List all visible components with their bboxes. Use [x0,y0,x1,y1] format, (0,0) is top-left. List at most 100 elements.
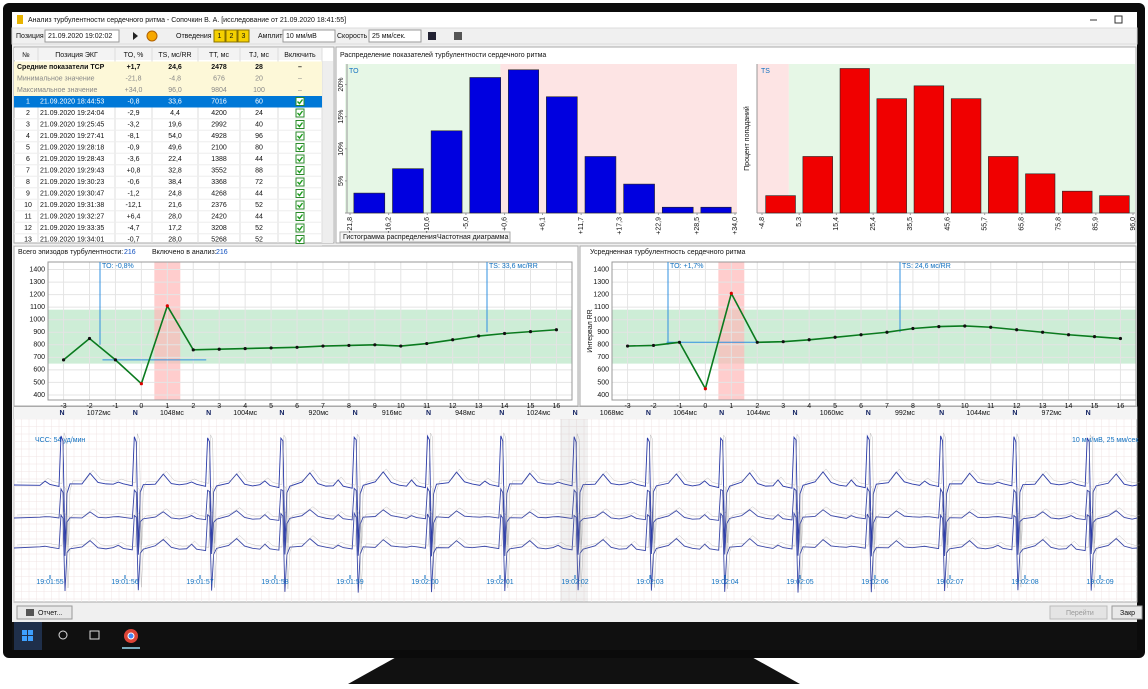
data-point [477,334,481,338]
speed-select[interactable] [368,29,422,43]
tab[interactable]: Гистограмма распределения [343,234,437,241]
data-point [321,344,325,348]
tab-strip [339,231,511,243]
table-cell: 2 [26,110,30,117]
y-tick-label: 900 [597,329,609,336]
search-icon[interactable] [58,630,68,640]
total-value: 216 [124,249,136,256]
check-mark [297,191,304,197]
data-point [243,346,247,351]
x-tick-label: 5 [833,403,837,410]
time-label: 19:01:59 [336,579,363,586]
lead-button[interactable] [213,29,226,43]
tools-button[interactable] [454,32,462,40]
check-mark [297,133,304,140]
time-label: 19:01:57 [186,579,213,586]
include-checkbox[interactable] [295,108,305,118]
include-checkbox[interactable] [295,154,305,164]
average-title: Усредненная турбулентность сердечного ри… [590,248,746,256]
goto-button[interactable] [146,30,158,42]
y-tick-label: 1000 [29,317,45,324]
to-annotation: TO: -0,8% [102,263,134,270]
taskbar [12,622,1137,650]
average-line [627,291,1121,391]
lead-button[interactable] [237,29,250,43]
x-tick-label: 11 [987,403,994,410]
rr-interval: 1068мс [600,410,624,417]
data-point [677,340,682,344]
beat-label: N [646,410,651,417]
include-checkbox[interactable] [295,166,305,175]
time-label: 19:02:01 [486,579,513,586]
histogram-bar [469,77,501,214]
ecg-trace [13,486,1138,557]
table-cell: -0,7 [127,236,139,243]
include-checkbox[interactable] [295,143,305,152]
table-cell: 2420 [211,213,227,220]
histogram-bar [508,69,540,214]
table-cell: 8 [26,179,30,186]
summary-cell: +34,0 [125,87,143,94]
summary-cell: 96,0 [168,87,182,94]
x-tick-label: 6 [859,403,863,410]
y-tick-label: 1400 [29,266,45,273]
x-tick-label: +22,9 [655,217,662,235]
beat-label: N [792,410,797,417]
table-cell: 3 [26,121,30,128]
table-cell: 28,0 [168,236,182,243]
save-button[interactable] [428,32,436,40]
restore-button[interactable] [1114,15,1123,24]
beat-label: N [353,410,358,417]
table-scrollbar[interactable] [322,61,333,243]
rr-interval: 972мс [1042,410,1062,417]
include-checkbox[interactable] [295,212,305,221]
beat-label: N [206,410,211,417]
x-tick-label: 8 [911,403,915,410]
table-cell: 1388 [211,156,227,163]
include-checkbox[interactable] [295,223,305,233]
table-cell: -2,9 [127,110,139,117]
include-checkbox[interactable] [295,200,305,210]
check-mark [297,110,304,117]
position-label: Позиция [16,33,44,40]
include-checkbox[interactable] [295,120,305,129]
rr-interval: 1044мс [966,410,990,417]
lead-button[interactable] [225,29,238,43]
go-button[interactable] [1049,605,1108,620]
table-cell: 2992 [211,121,227,128]
include-checkbox[interactable] [295,97,305,106]
selected-row [14,96,322,108]
summary-cell: 2478 [211,64,227,71]
summary-cell: – [298,64,302,71]
data-point [269,346,273,350]
table-cell: -8,1 [127,133,139,140]
table-cell: 17,2 [168,225,182,232]
x-tick-label: 6 [295,403,299,410]
close-button[interactable] [1111,605,1143,620]
data-point [703,387,707,391]
table-cell: 44 [255,213,263,220]
column-header: TJ, мс [249,52,269,59]
play-button[interactable] [133,32,138,40]
table-cell: 21.09.2020 19:32:27 [40,213,104,220]
histogram-bar [700,206,732,214]
time-label: 19:02:08 [1011,579,1038,586]
include-checkbox[interactable] [295,235,305,244]
histogram-bar [802,156,833,214]
total-label: Всего эпизодов турбулентности: [18,248,123,256]
check-mark [297,202,304,209]
time-label: 19:01:56 [111,579,138,586]
table-cell: 24,8 [168,190,182,197]
app-icon [17,15,23,24]
include-checkbox[interactable] [295,131,305,141]
position-field[interactable] [44,29,120,43]
table-cell: 49,6 [168,144,182,151]
task-view-icon[interactable] [89,630,100,640]
report-button-label: Отчет... [38,610,62,617]
data-point [1066,333,1071,337]
include-checkbox[interactable] [295,189,305,198]
include-checkbox[interactable] [295,177,305,187]
amplitude-select[interactable] [282,29,336,43]
tab[interactable]: Частотная диаграмма [437,234,508,241]
table-cell: 21.09.2020 19:29:43 [40,167,104,174]
